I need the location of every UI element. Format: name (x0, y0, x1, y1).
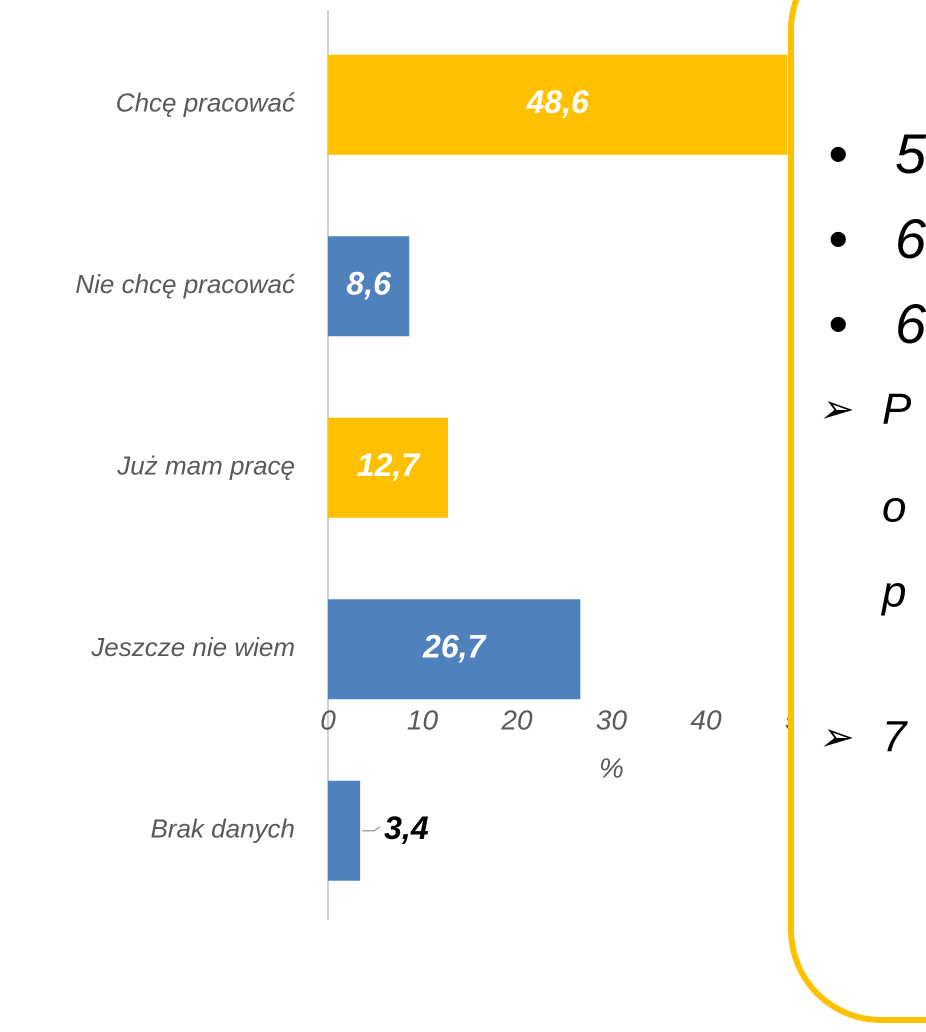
data-label: 8,6 (346, 266, 391, 302)
callout-text: 5 (895, 122, 926, 185)
bar (328, 417, 449, 518)
data-label: 12,7 (357, 447, 421, 483)
leader-line (362, 826, 381, 832)
category-label: Nie chcę pracować (75, 269, 295, 299)
category-label: Już mam pracę (116, 451, 295, 481)
callout-text: o (882, 483, 906, 532)
data-label: 3,4 (384, 810, 429, 846)
callout-text: p (880, 568, 906, 617)
category-label: Brak danych (150, 814, 295, 844)
data-label: 26,7 (422, 629, 487, 665)
callout-marker: • (828, 292, 848, 355)
callout-box (788, 0, 926, 1023)
callout-marker: • (828, 122, 848, 185)
x-axis-label: % (599, 752, 624, 783)
bar (328, 54, 788, 155)
callout-text: P (882, 385, 912, 434)
bar (328, 599, 581, 700)
x-tick-label: 10 (407, 704, 439, 735)
x-tick-label: 20 (500, 704, 533, 735)
category-label: Chcę pracować (116, 88, 295, 118)
callout-text: 6 (895, 207, 926, 270)
bar (328, 780, 361, 881)
x-tick-label: 30 (596, 704, 628, 735)
x-tick-label: 0 (320, 704, 336, 735)
callout-marker: • (828, 207, 848, 270)
x-tick-label: 40 (690, 704, 722, 735)
data-label: 48,6 (525, 84, 588, 120)
bar (328, 236, 410, 337)
callout-marker: ➢ (818, 388, 853, 432)
callout-marker: ➢ (818, 716, 853, 760)
callout-text: 6 (895, 292, 926, 355)
callout-text: 7 (882, 713, 908, 762)
category-label: Jeszcze nie wiem (90, 632, 295, 662)
